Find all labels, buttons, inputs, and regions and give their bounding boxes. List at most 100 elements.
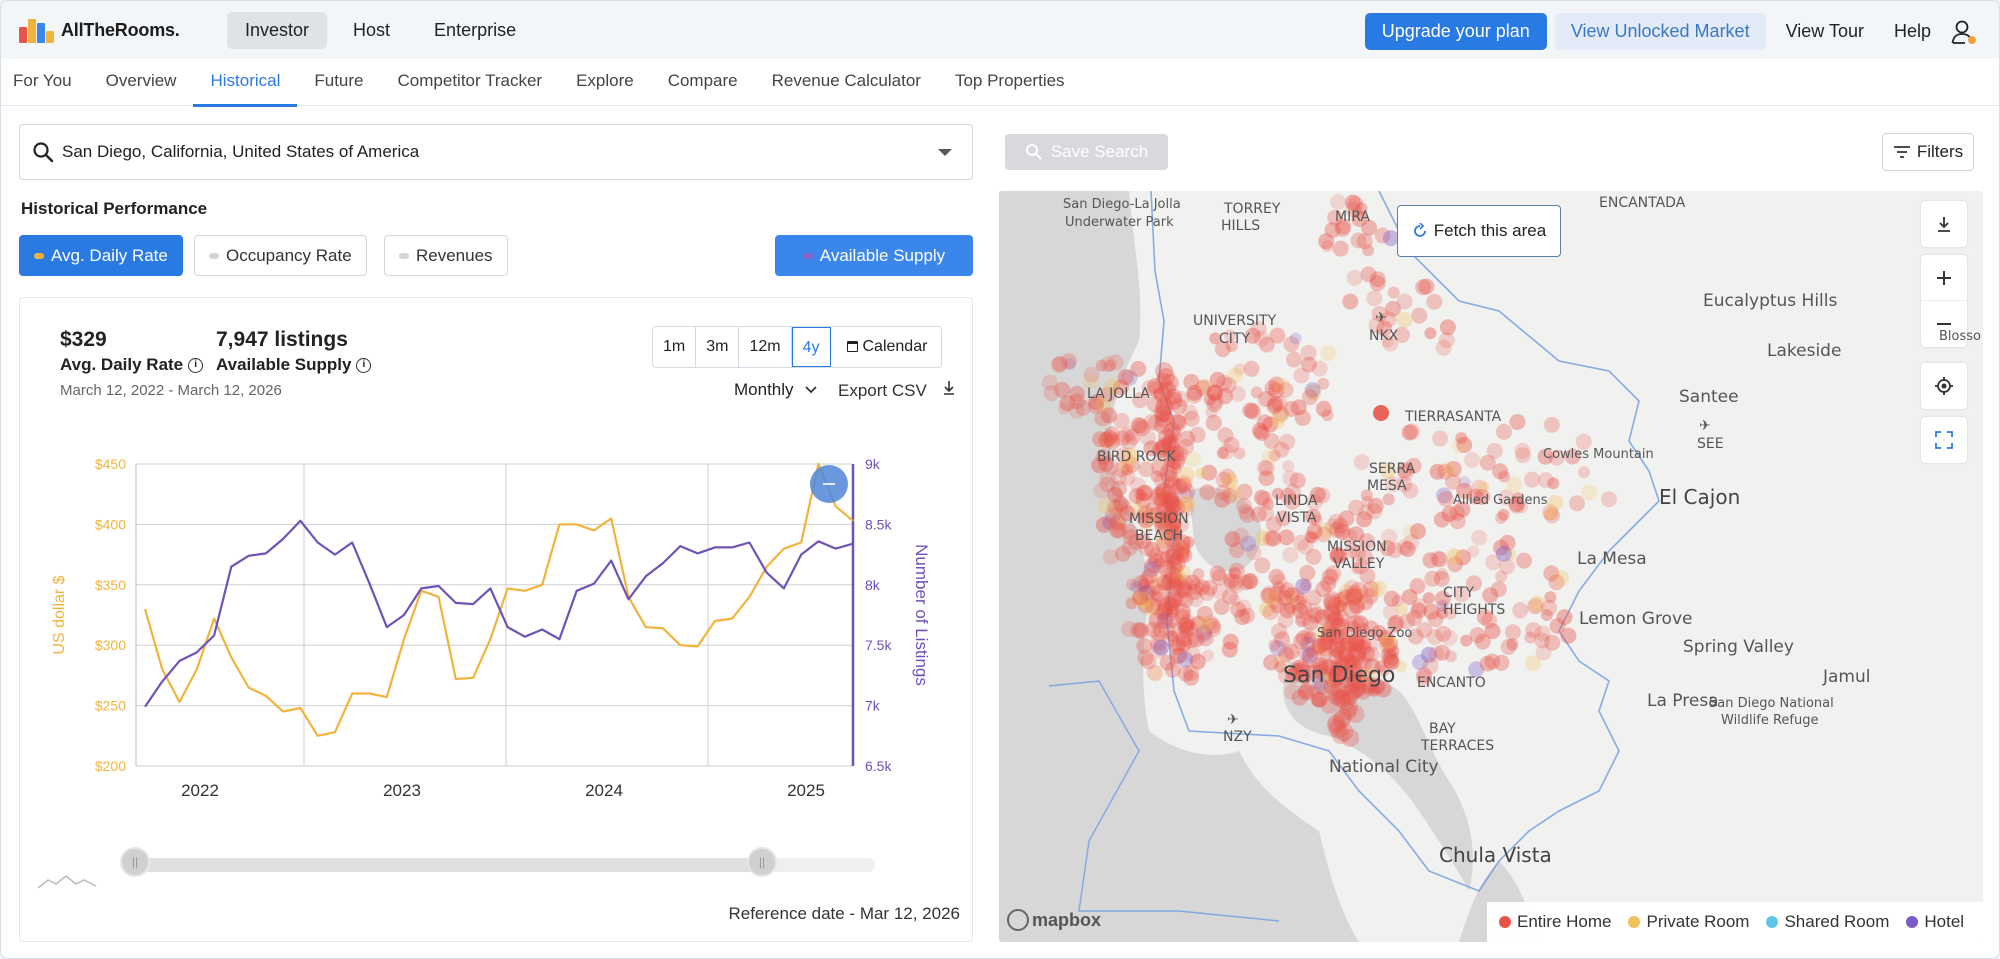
occupancy-rate-toggle[interactable]: Occupancy Rate <box>194 235 367 276</box>
map-canvas[interactable] <box>999 191 1983 942</box>
listing-dot <box>1444 650 1457 663</box>
listing-dot <box>1295 630 1312 647</box>
slider-handle-right[interactable]: || <box>747 847 777 877</box>
listing-dot <box>1189 653 1206 670</box>
tab-overview[interactable]: Overview <box>105 71 177 90</box>
range-3m-button[interactable]: 3m <box>696 327 740 367</box>
mode-enterprise[interactable]: Enterprise <box>434 19 517 40</box>
listing-dot <box>1228 577 1245 594</box>
listing-dot <box>1173 391 1190 407</box>
listing-dot <box>1294 661 1311 678</box>
listing-dot <box>1262 448 1278 465</box>
zoom-out-button[interactable] <box>1921 301 1967 347</box>
help-link[interactable]: Help <box>1893 21 1931 41</box>
legend-label: Shared Room <box>1784 912 1890 931</box>
y-left-tick-label: $450 <box>95 456 126 472</box>
available-supply-toggle[interactable]: Available Supply <box>775 235 973 276</box>
listing-dot <box>1454 549 1471 566</box>
listing-dot <box>1330 689 1347 706</box>
listing-dot <box>1560 627 1577 644</box>
y-right-tick-label: 6.5k <box>865 758 892 774</box>
calendar-button[interactable]: Calendar <box>831 327 942 367</box>
listing-dot <box>1320 627 1337 644</box>
refresh-icon <box>1413 223 1426 237</box>
listing-dot <box>1168 457 1181 470</box>
supply-series-line <box>144 519 854 708</box>
dropdown-caret-icon[interactable] <box>938 149 952 156</box>
tab-competitor-tracker[interactable]: Competitor Tracker <box>397 71 543 90</box>
tab-top-properties[interactable]: Top Properties <box>954 71 1065 90</box>
listing-dot <box>1122 448 1139 464</box>
filters-button[interactable]: Filters <box>1882 133 1974 171</box>
range-12m-button[interactable]: 12m <box>739 327 792 367</box>
listing-dot <box>1211 569 1228 586</box>
listing-dot <box>1163 476 1182 494</box>
listing-dot <box>1167 452 1186 470</box>
listing-dot <box>1506 476 1523 493</box>
listing-dot <box>1330 193 1346 210</box>
tab-historical[interactable]: Historical <box>193 59 298 107</box>
map-download-button[interactable] <box>1921 201 1967 247</box>
tab-explore[interactable]: Explore <box>576 71 634 90</box>
listing-dot <box>1164 436 1181 453</box>
fullscreen-button[interactable] <box>1921 417 1967 463</box>
mapbox-attribution[interactable]: mapbox <box>1007 909 1101 931</box>
listing-dot <box>1150 470 1163 483</box>
listing-dot <box>1135 533 1152 550</box>
listing-dot <box>1345 663 1364 681</box>
zoom-in-button[interactable] <box>1921 255 1967 301</box>
locate-button[interactable] <box>1921 363 1967 409</box>
view-unlocked-market-button[interactable]: View Unlocked Market <box>1554 13 1766 50</box>
listing-dot <box>1311 360 1328 377</box>
export-csv-button[interactable]: Export CSV <box>838 380 956 401</box>
view-tour-link[interactable]: View Tour <box>1785 21 1864 41</box>
listing-dot <box>1151 458 1170 476</box>
listing-dot <box>1495 570 1508 583</box>
listing-dot <box>1153 473 1170 489</box>
tab-revenue-calculator[interactable]: Revenue Calculator <box>771 71 921 90</box>
listing-dot <box>1477 480 1490 493</box>
fetch-this-area-button[interactable]: Fetch this area <box>1397 205 1561 257</box>
info-icon[interactable]: i <box>188 357 204 373</box>
listings-map[interactable]: Fetch this area San Diego-La Jolla Under… <box>999 191 1983 942</box>
listing-dot <box>1154 518 1173 536</box>
tab-future[interactable]: Future <box>314 71 364 90</box>
location-search-input[interactable]: San Diego, California, United States of … <box>19 124 973 180</box>
avg-daily-rate-toggle[interactable]: Avg. Daily Rate <box>19 235 183 276</box>
listing-dot <box>1466 575 1482 592</box>
revenues-toggle[interactable]: Revenues <box>384 235 508 276</box>
listing-dot <box>1150 488 1169 506</box>
listing-dot <box>1374 660 1387 673</box>
range-4y-button[interactable]: 4y <box>791 327 831 367</box>
save-search-button[interactable]: Save Search <box>1005 134 1168 170</box>
listing-dot <box>1282 460 1295 473</box>
map-label: Allied Gardens <box>1453 493 1548 508</box>
listing-dot <box>1601 491 1617 508</box>
map-label: San Diego Zoo <box>1317 626 1413 641</box>
listing-dot <box>1179 483 1196 500</box>
listing-dot <box>1271 395 1288 412</box>
upgrade-plan-button[interactable]: Upgrade your plan <box>1364 13 1547 50</box>
slider-handle-left[interactable]: || <box>120 847 150 877</box>
listing-dot <box>1222 472 1239 489</box>
tab-compare[interactable]: Compare <box>667 71 738 90</box>
info-icon[interactable]: i <box>356 357 372 373</box>
listing-dot <box>1422 592 1435 605</box>
legend-entire-home: Entire Home <box>1499 912 1611 932</box>
mode-investor[interactable]: Investor <box>227 11 328 49</box>
listing-dot <box>1362 620 1379 637</box>
interval-select[interactable]: Monthly <box>734 380 818 400</box>
listing-dot <box>1547 495 1564 511</box>
listing-dot <box>1098 455 1115 472</box>
tab-for-you[interactable]: For You <box>13 71 72 90</box>
listing-dot <box>1325 684 1342 701</box>
range-slider[interactable] <box>20 838 974 898</box>
brand-logo[interactable]: AllTheRooms. <box>19 17 209 43</box>
listing-dot <box>1177 591 1194 608</box>
mode-host[interactable]: Host <box>353 19 391 40</box>
range-1m-button[interactable]: 1m <box>653 327 697 367</box>
listing-dot <box>1350 587 1367 604</box>
listing-dot <box>1327 610 1344 627</box>
user-account-icon[interactable] <box>1951 19 1977 45</box>
listing-dot <box>1361 667 1378 684</box>
